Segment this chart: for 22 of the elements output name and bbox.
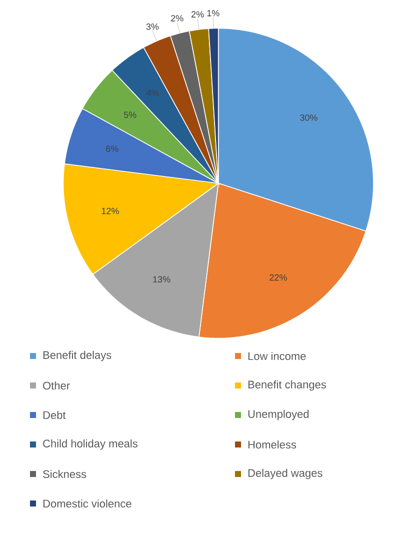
legend-label: Other — [43, 381, 70, 390]
data-label: 6% — [106, 146, 118, 152]
data-label: 4% — [146, 90, 159, 96]
legend-label: Benefit changes — [248, 380, 326, 391]
data-label: 12% — [102, 208, 119, 214]
data-label: 2% — [171, 15, 184, 22]
data-label: 3% — [146, 23, 159, 30]
legend-label: Homeless — [248, 440, 296, 449]
legend-label: Low income — [248, 352, 306, 360]
data-label: 22% — [270, 274, 287, 281]
data-label: 30% — [300, 114, 318, 121]
legend-label: Delayed wages — [248, 468, 322, 480]
data-label: 1% — [207, 10, 220, 16]
data-label: 5% — [124, 112, 136, 118]
legend-label: Sickness — [43, 470, 86, 478]
legend-label: Child holiday meals — [43, 439, 138, 450]
legend-label: Domestic violence — [43, 499, 132, 508]
legend-label: Debt — [43, 410, 66, 420]
legend-label: Unemployed — [248, 410, 309, 420]
legend-label: Benefit delays — [43, 350, 112, 362]
data-label: 13% — [153, 276, 170, 282]
data-label: 2% — [192, 11, 204, 18]
